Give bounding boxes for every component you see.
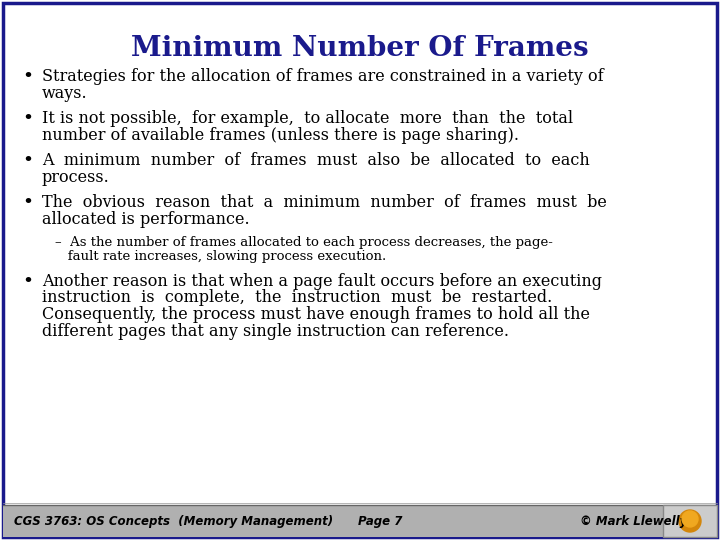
Text: Another reason is that when a page fault occurs before an executing: Another reason is that when a page fault…	[42, 273, 602, 290]
Text: •: •	[22, 152, 33, 170]
Text: –  As the number of frames allocated to each process decreases, the page-: – As the number of frames allocated to e…	[55, 236, 553, 249]
Text: Page 7: Page 7	[358, 515, 402, 528]
Text: Consequently, the process must have enough frames to hold all the: Consequently, the process must have enou…	[42, 306, 590, 323]
Text: allocated is performance.: allocated is performance.	[42, 211, 250, 227]
Bar	[663, 505, 717, 537]
Text: different pages that any single instruction can reference.: different pages that any single instruct…	[42, 322, 509, 340]
Text: It is not possible,  for example,  to allocate  more  than  the  total: It is not possible, for example, to allo…	[42, 110, 573, 127]
Text: A  minimum  number  of  frames  must  also  be  allocated  to  each: A minimum number of frames must also be …	[42, 152, 590, 169]
Text: •: •	[22, 194, 33, 212]
Text: ways.: ways.	[42, 84, 88, 102]
Circle shape	[679, 510, 701, 532]
Text: number of available frames (unless there is page sharing).: number of available frames (unless there…	[42, 126, 519, 144]
Text: The  obvious  reason  that  a  minimum  number  of  frames  must  be: The obvious reason that a minimum number…	[42, 194, 607, 211]
Text: process.: process.	[42, 168, 109, 186]
Text: •: •	[22, 273, 33, 291]
Text: •: •	[22, 110, 33, 128]
Text: Minimum Number Of Frames: Minimum Number Of Frames	[131, 35, 589, 62]
Bar	[3, 505, 717, 537]
Text: fault rate increases, slowing process execution.: fault rate increases, slowing process ex…	[55, 250, 386, 263]
Text: •: •	[22, 68, 33, 86]
Text: © Mark Llewellyn: © Mark Llewellyn	[580, 515, 696, 528]
Circle shape	[682, 511, 698, 527]
Text: CGS 3763: OS Concepts  (Memory Management): CGS 3763: OS Concepts (Memory Management…	[14, 515, 333, 528]
Text: Strategies for the allocation of frames are constrained in a variety of: Strategies for the allocation of frames …	[42, 68, 603, 85]
Text: instruction  is  complete,  the  instruction  must  be  restarted.: instruction is complete, the instruction…	[42, 289, 552, 307]
